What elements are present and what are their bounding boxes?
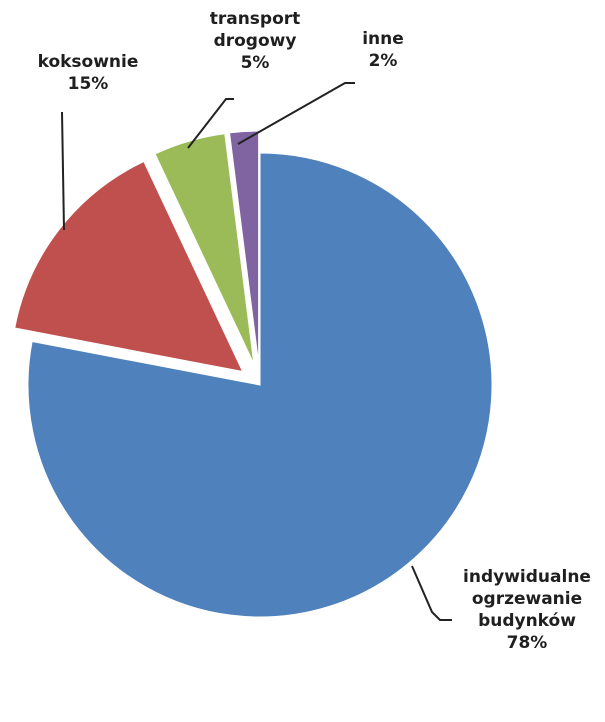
- slice-label-line: indywidualne: [463, 567, 591, 587]
- leader-line-transport: [187, 98, 234, 149]
- pie-slice-koksownie: [14, 160, 244, 373]
- slice-label-line: koksownie: [38, 52, 139, 72]
- slice-label-line: 5%: [241, 53, 270, 73]
- pie-slice-indywidualne: [27, 152, 493, 618]
- leader-line-koksownie: [61, 111, 65, 231]
- slice-label-indywidualne: indywidualne ogrzewanie budynków 78%: [463, 567, 591, 653]
- slice-labels: indywidualne ogrzewanie budynków 78% koksown…: [38, 9, 591, 653]
- slice-label-line: drogowy: [214, 31, 297, 51]
- slice-label-line: ogrzewanie: [472, 589, 582, 609]
- slice-label-transport: transport drogowy 5%: [210, 9, 301, 73]
- pie-slice-transport: [154, 133, 255, 365]
- leader-line-inne: [237, 82, 355, 145]
- slice-label-line: 78%: [507, 633, 548, 653]
- pie-slice-inne: [228, 130, 260, 364]
- slice-label-line: budynków: [478, 611, 576, 631]
- slice-label-line: transport: [210, 9, 301, 29]
- slice-label-koksownie: koksownie 15%: [38, 52, 139, 94]
- slice-label-line: 2%: [369, 51, 398, 71]
- leader-line-indywidualne: [411, 565, 452, 621]
- pie-slices: [14, 130, 493, 618]
- slice-label-inne: inne 2%: [362, 29, 404, 71]
- leader-lines: [61, 82, 452, 621]
- slice-label-line: inne: [362, 29, 404, 49]
- slice-label-line: 15%: [68, 74, 109, 94]
